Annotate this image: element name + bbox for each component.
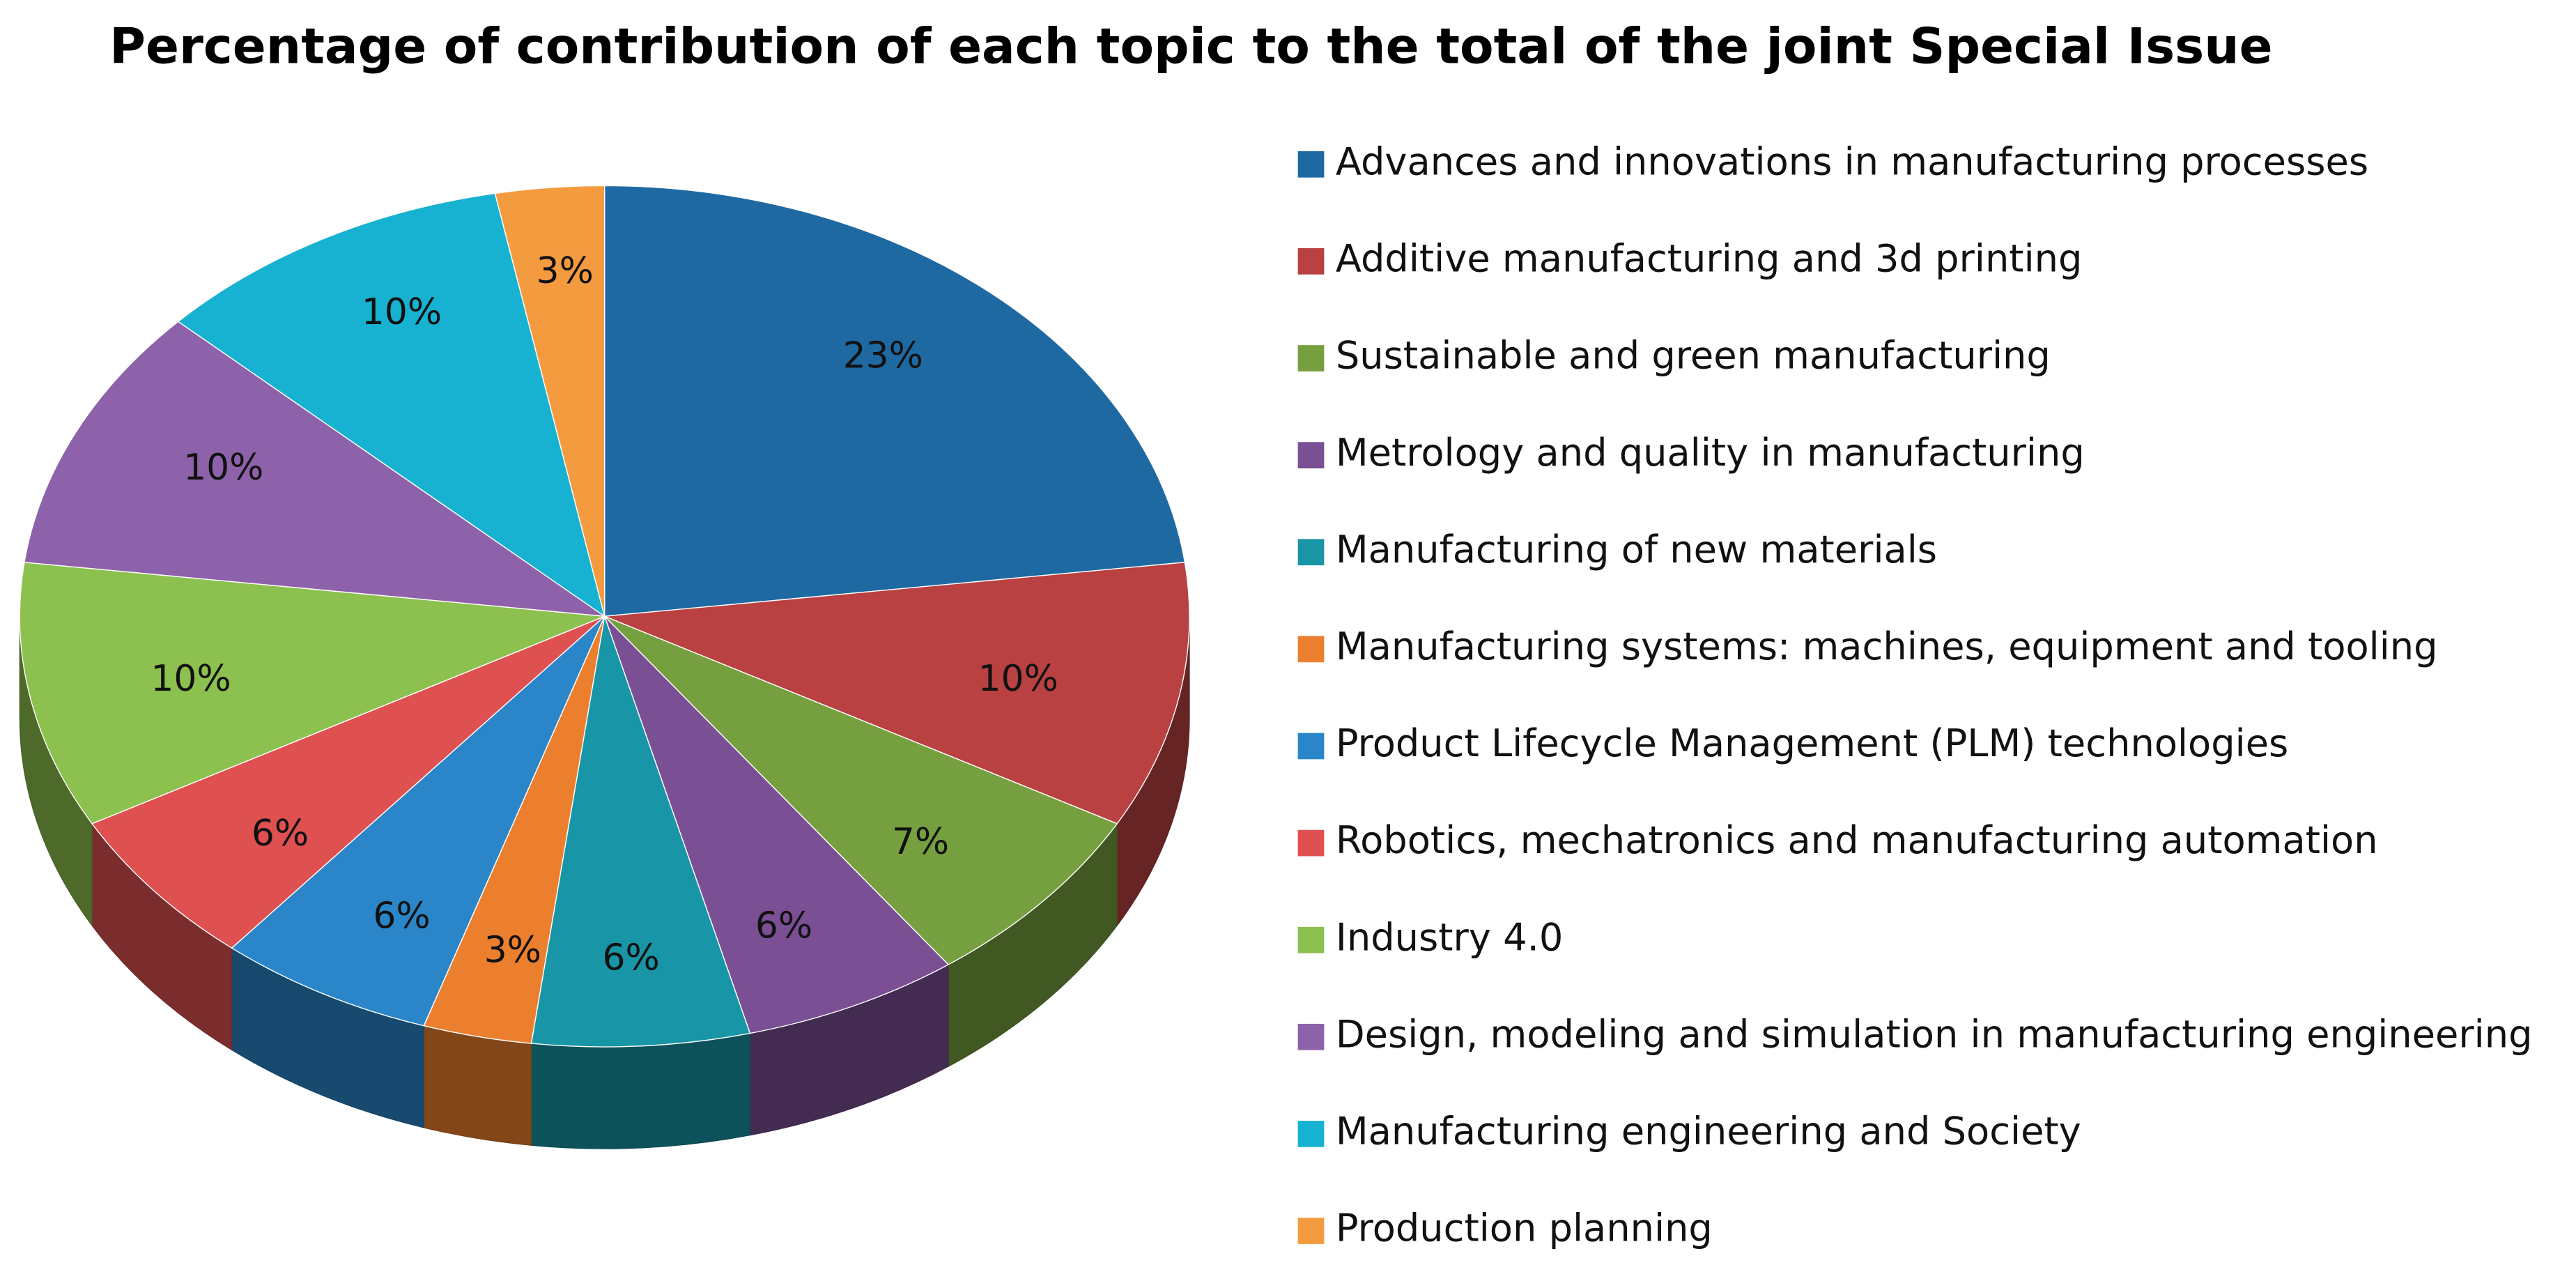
- legend-label: Robotics, mechatronics and manufacturing…: [1336, 818, 2378, 862]
- legend-label: Design, modeling and simulation in manuf…: [1336, 1012, 2533, 1056]
- legend-swatch: [1297, 539, 1325, 566]
- pie-tops: [19, 185, 1190, 1048]
- legend-swatch: [1297, 248, 1325, 275]
- legend-swatch: [1297, 636, 1325, 663]
- pie-slice: [603, 185, 1186, 617]
- pie-slice: [24, 321, 607, 618]
- data-label: 6%: [602, 937, 659, 979]
- legend-label: Metrology and quality in manufacturing: [1336, 431, 2085, 475]
- data-label: 10%: [362, 291, 442, 333]
- pie-slice: [494, 185, 606, 617]
- legend-swatch: [1297, 1218, 1325, 1244]
- data-label: 10%: [151, 658, 231, 700]
- legend-label: Manufacturing of new materials: [1336, 528, 1937, 572]
- data-label: 3%: [537, 250, 594, 292]
- legend: Advances and innovations in manufacturin…: [1297, 139, 2533, 1250]
- pie-slice: [177, 192, 606, 618]
- data-label: 3%: [484, 929, 541, 971]
- pie-slice: [603, 615, 950, 1034]
- legend-swatch: [1297, 829, 1325, 857]
- legend-swatch: [1297, 1121, 1325, 1147]
- pie-sides: [19, 616, 1190, 1149]
- pie-slice: [604, 562, 1190, 825]
- legend-label: Manufacturing systems: machines, equipme…: [1336, 624, 2438, 668]
- pie-slice: [604, 615, 1118, 965]
- legend-label: Industry 4.0: [1336, 915, 1563, 959]
- pie-slice: [231, 615, 606, 1027]
- data-label: 10%: [183, 447, 263, 489]
- legend-label: Additive manufacturing and 3d printing: [1336, 237, 2083, 281]
- data-label: 23%: [843, 335, 923, 377]
- legend-swatch: [1297, 151, 1325, 178]
- legend-label: Production planning: [1336, 1206, 1713, 1250]
- pie-side: [423, 1025, 532, 1146]
- chart-title: Percentage of contribution of each topic…: [109, 17, 2272, 75]
- pie-slice: [19, 562, 605, 825]
- data-label: 7%: [892, 821, 949, 863]
- pie-slice: [530, 614, 751, 1048]
- legend-swatch: [1297, 345, 1325, 371]
- pie-side: [530, 1032, 750, 1149]
- legend-swatch: [1297, 926, 1325, 953]
- pie-slice: [91, 615, 606, 949]
- data-label: 6%: [373, 895, 430, 937]
- data-label: 6%: [755, 905, 812, 947]
- legend-swatch: [1297, 733, 1325, 760]
- legend-swatch: [1297, 442, 1325, 469]
- data-label: 10%: [978, 658, 1058, 700]
- data-label: 6%: [252, 813, 309, 855]
- legend-label: Sustainable and green manufacturing: [1336, 334, 2051, 378]
- legend-label: Product Lifecycle Management (PLM) techn…: [1336, 721, 2288, 765]
- legend-label: Manufacturing engineering and Society: [1336, 1110, 2081, 1154]
- legend-label: Advances and innovations in manufacturin…: [1336, 139, 2368, 183]
- legend-swatch: [1297, 1023, 1325, 1050]
- pie-labels: 23% 10% 7% 6% 6% 3% 6% 6% 10% 10% 10% 3%: [151, 250, 1058, 979]
